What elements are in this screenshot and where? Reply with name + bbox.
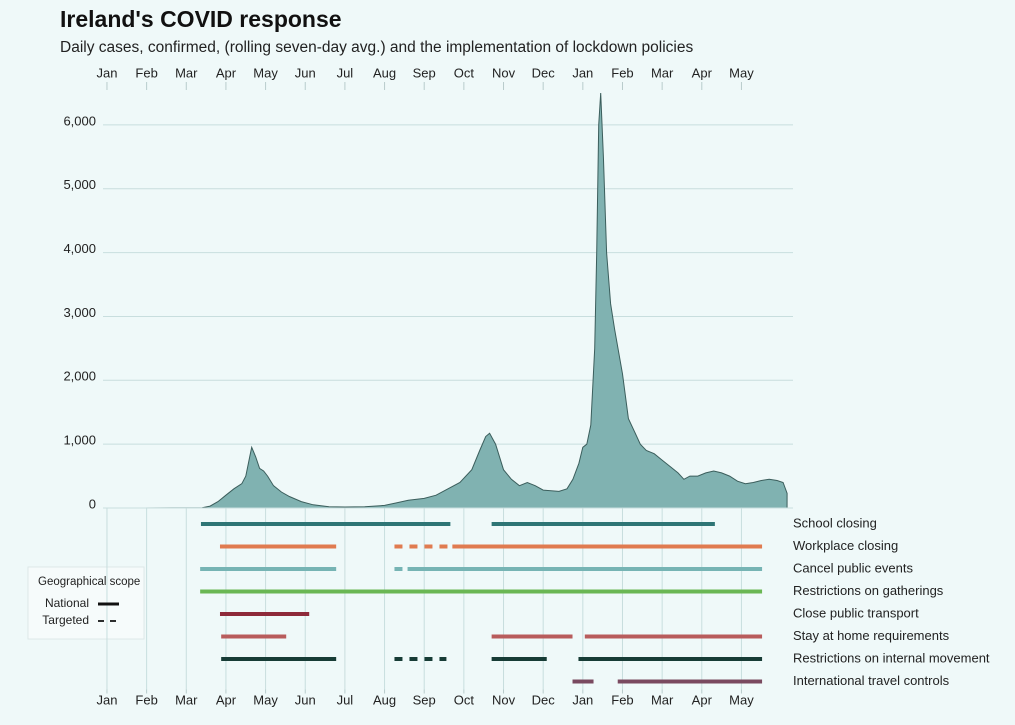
x-tick-label: Dec (532, 692, 556, 707)
x-tick-label: Aug (373, 65, 396, 80)
x-tick-label: Nov (492, 692, 516, 707)
x-tick-label: Oct (454, 65, 475, 80)
x-tick-label: Jan (96, 65, 117, 80)
x-tick-label: Dec (532, 65, 556, 80)
x-tick-label: Feb (611, 65, 633, 80)
y-tick-label: 1,000 (63, 433, 96, 448)
x-tick-label: Feb (611, 692, 633, 707)
chart-title: Ireland's COVID response (60, 6, 342, 32)
y-tick-label: 2,000 (63, 369, 96, 384)
policy-label: International travel controls (793, 673, 950, 688)
x-tick-label: Mar (175, 692, 198, 707)
y-tick-label: 4,000 (63, 241, 96, 256)
x-tick-label: Jan (572, 65, 593, 80)
policy-label: Restrictions on internal movement (793, 650, 990, 665)
y-tick-label: 3,000 (63, 305, 96, 320)
legend-title: Geographical scope (38, 576, 140, 588)
y-tick-label: 5,000 (63, 177, 96, 192)
legend-box (27, 566, 145, 640)
x-tick-label: Nov (492, 65, 516, 80)
y-tick-label: 6,000 (63, 113, 96, 128)
x-tick-label: Aug (373, 692, 396, 707)
policy-label: Restrictions on gatherings (793, 583, 944, 598)
x-tick-label: Apr (216, 692, 237, 707)
policy-label: Workplace closing (793, 538, 898, 553)
cases-area (142, 92, 788, 509)
x-tick-label: Feb (135, 692, 157, 707)
x-tick-label: Jan (96, 692, 117, 707)
y-tick-label: 0 (89, 496, 96, 511)
chart-subtitle: Daily cases, confirmed, (rolling seven-d… (60, 39, 693, 56)
x-tick-label: Jan (572, 692, 593, 707)
x-tick-label: Mar (175, 65, 198, 80)
x-tick-label: Apr (692, 65, 713, 80)
x-tick-label: Jun (295, 65, 316, 80)
policy-label: School closing (793, 515, 877, 530)
x-tick-label: Jun (295, 692, 316, 707)
policy-label: Stay at home requirements (793, 628, 950, 643)
legend-label: Targeted (42, 613, 89, 627)
x-tick-label: Mar (651, 692, 674, 707)
x-tick-label: May (729, 65, 754, 80)
x-tick-label: May (253, 692, 278, 707)
policy-label: Cancel public events (793, 560, 913, 575)
x-tick-label: Oct (454, 692, 475, 707)
x-tick-label: Apr (216, 65, 237, 80)
x-tick-label: Mar (651, 65, 674, 80)
legend-label: National (45, 596, 89, 610)
x-tick-label: May (253, 65, 278, 80)
x-tick-label: Jul (337, 692, 354, 707)
x-tick-label: Apr (692, 692, 713, 707)
x-tick-label: Feb (135, 65, 157, 80)
x-tick-label: May (729, 692, 754, 707)
x-tick-label: Sep (413, 65, 436, 80)
x-tick-label: Jul (337, 65, 354, 80)
x-tick-label: Sep (413, 692, 436, 707)
policy-label: Close public transport (793, 605, 919, 620)
